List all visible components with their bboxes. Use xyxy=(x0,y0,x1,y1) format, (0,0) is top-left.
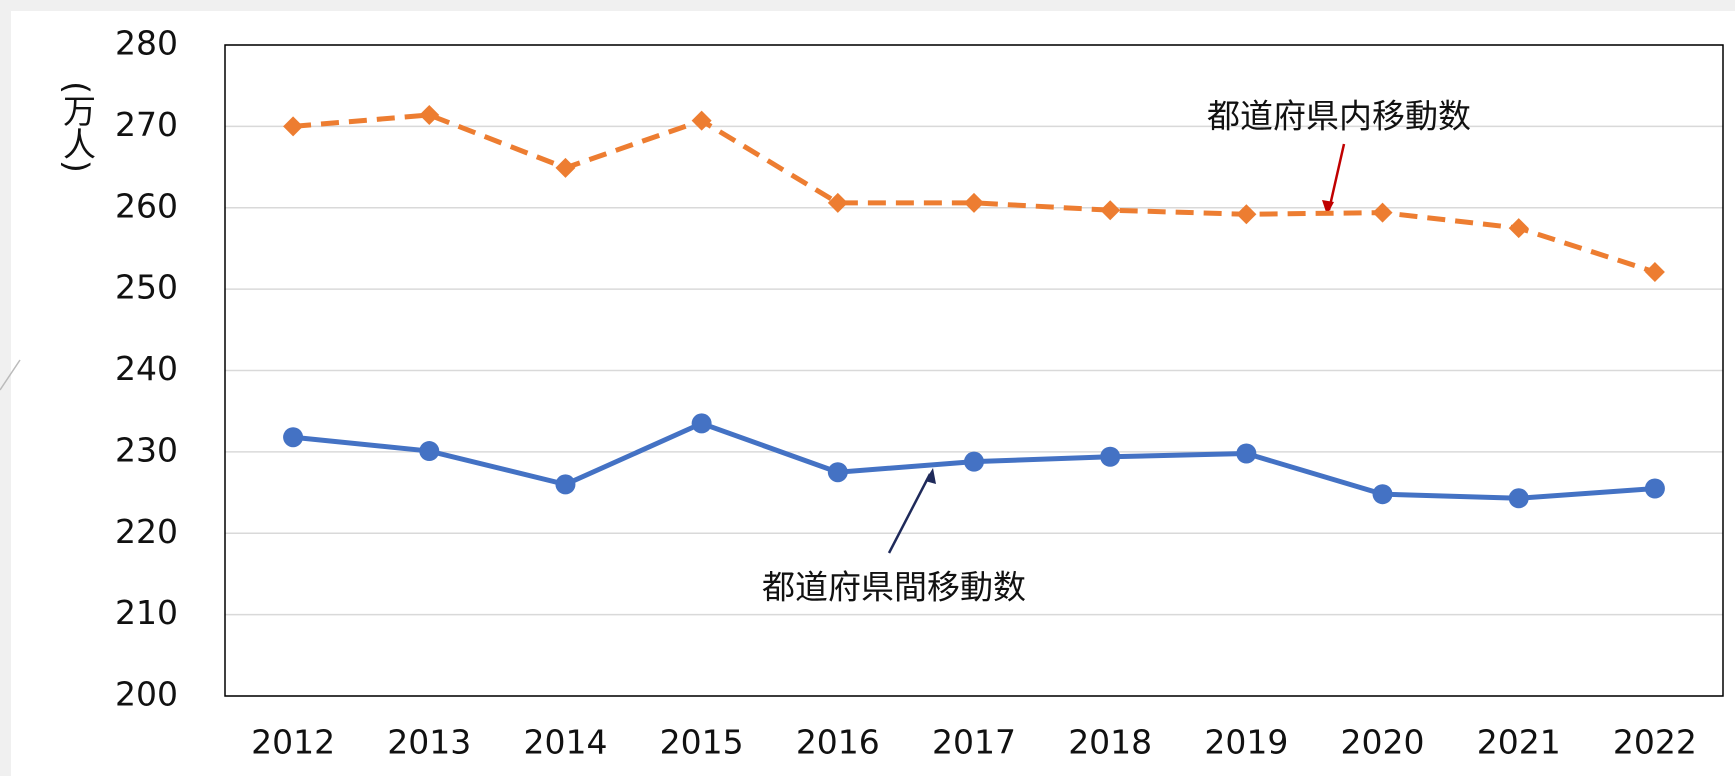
data-point xyxy=(419,104,440,125)
arrow-head xyxy=(1322,200,1334,215)
x-tick-label: 2021 xyxy=(1477,723,1561,762)
data-point xyxy=(1236,204,1257,225)
data-point xyxy=(419,441,440,462)
x-tick-label: 2017 xyxy=(932,723,1016,762)
data-point xyxy=(964,451,984,472)
x-tick-label: 2018 xyxy=(1068,723,1152,762)
data-point xyxy=(555,157,576,178)
annotation-arrow xyxy=(887,473,932,554)
x-tick-label: 2014 xyxy=(523,723,607,762)
series-line xyxy=(292,112,1656,275)
data-point xyxy=(283,116,304,137)
x-tick-label: 2015 xyxy=(660,723,744,762)
arrow-head xyxy=(925,468,936,484)
decoration xyxy=(0,359,21,391)
y-axis-label: (万人) xyxy=(58,81,97,173)
data-point xyxy=(283,427,304,448)
data-point xyxy=(1236,443,1257,464)
annotation-arrow xyxy=(1327,143,1346,211)
data-point xyxy=(555,474,576,495)
series-annotation: 都道府県間移動数 xyxy=(762,568,1026,607)
series-annotation: 都道府県内移動数 xyxy=(1207,97,1471,136)
data-point xyxy=(1372,202,1393,223)
data-point xyxy=(1644,478,1665,499)
data-point xyxy=(1644,262,1665,283)
y-tick-label: 280 xyxy=(115,24,178,63)
data-point xyxy=(1100,446,1121,467)
data-point xyxy=(1508,488,1529,509)
x-tick-label: 2012 xyxy=(251,723,335,762)
y-tick-label: 210 xyxy=(115,593,178,632)
data-point xyxy=(827,462,848,483)
y-tick-label: 240 xyxy=(115,349,178,388)
x-tick-label: 2019 xyxy=(1204,723,1288,762)
x-tick-label: 2013 xyxy=(387,723,471,762)
y-tick-label: 250 xyxy=(115,268,178,307)
x-tick-label: 2016 xyxy=(796,723,880,762)
data-point xyxy=(1372,484,1393,505)
y-tick-label: 220 xyxy=(115,512,178,551)
chart-background xyxy=(11,11,1735,776)
x-tick-label: 2020 xyxy=(1341,723,1425,762)
data-point xyxy=(691,110,712,131)
data-point xyxy=(964,192,984,213)
data-point xyxy=(691,413,712,434)
y-tick-label: 270 xyxy=(115,105,178,144)
y-tick-label: 260 xyxy=(115,186,178,225)
data-point xyxy=(1100,200,1121,221)
data-point xyxy=(827,192,848,213)
y-tick-label: 200 xyxy=(115,675,178,714)
x-tick-label: 2022 xyxy=(1613,723,1697,762)
plot-frame xyxy=(224,44,1724,697)
data-point xyxy=(1508,218,1529,239)
y-tick-label: 230 xyxy=(115,430,178,469)
